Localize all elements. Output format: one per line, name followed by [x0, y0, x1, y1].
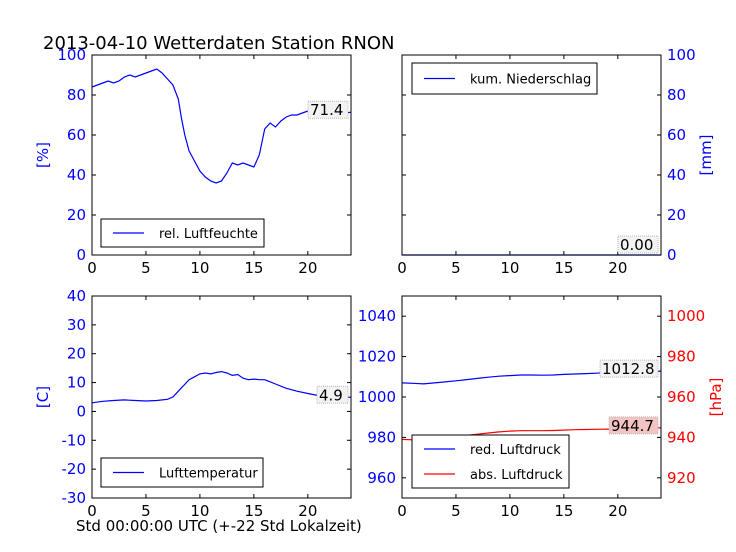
x-axis-label: Std 00:00:00 UTC (+-22 Std Lokalzeit) — [76, 517, 362, 535]
x-tick-label: 0 — [397, 502, 407, 520]
x-tick-label: 15 — [554, 259, 573, 277]
y-tick-label: 20 — [67, 345, 86, 363]
y-tick-label-right: 920 — [667, 469, 696, 487]
last-value-label: 0.00 — [620, 236, 653, 254]
panel-temperature: 0 5 10 15 20 -30 -20 -10 0 10 20 30 40 [C] 4.9 Lufttemp… — [34, 287, 352, 520]
x-tick-label: 10 — [500, 259, 519, 277]
y-tick-label: 60 — [667, 126, 686, 144]
y-tick-label: -10 — [62, 431, 87, 449]
x-tick-label: 10 — [500, 502, 519, 520]
plot-frame-precipitation — [401, 54, 662, 256]
x-tick-label: 10 — [190, 259, 209, 277]
y-tick-label: 1000 — [358, 388, 396, 406]
y-tick-label: 100 — [57, 46, 86, 64]
legend-box — [411, 434, 570, 489]
series-line-humidity-0 — [91, 68, 352, 184]
y-tick-label: 60 — [67, 126, 86, 144]
y-axis-label: [%] — [34, 142, 52, 168]
plot-frame-humidity — [91, 54, 352, 256]
x-tick-label: 15 — [244, 259, 263, 277]
y-tick-label: -30 — [62, 489, 87, 507]
y-tick-label: 980 — [367, 428, 396, 446]
x-tick-label: 5 — [451, 259, 461, 277]
y-tick-label: 40 — [67, 287, 86, 305]
x-tick-label: 0 — [87, 259, 97, 277]
y-tick-label: 0 — [667, 246, 677, 264]
x-tick-label: 20 — [608, 259, 627, 277]
last-value-box — [617, 235, 659, 254]
x-tick-label: 5 — [141, 502, 151, 520]
y-tick-label-right: 940 — [667, 428, 696, 446]
last-value-box — [599, 359, 659, 378]
x-tick-label: 15 — [554, 502, 573, 520]
y-tick-label: 1040 — [358, 307, 396, 325]
last-value-box — [316, 385, 349, 404]
y-axis-label: [mm] — [697, 135, 715, 176]
y-tick-label: 10 — [67, 374, 86, 392]
y-tick-label-right: 980 — [667, 348, 696, 366]
y-tick-label: 960 — [367, 469, 396, 487]
x-tick-label: 20 — [608, 502, 627, 520]
y-tick-label: 1020 — [358, 348, 396, 366]
last-value-label: 71.4 — [310, 101, 343, 119]
legend-label: Lufttemperatur — [159, 467, 258, 482]
legend-label: kum. Niederschlag — [470, 73, 591, 88]
legend-label: abs. Luftdruck — [470, 468, 563, 483]
panel-precipitation: 0 5 10 15 20 0 20 40 60 80 100 [mm] 0.00 kum. Nieders… — [397, 46, 715, 277]
y-axis-label: [C] — [34, 386, 52, 408]
last-value-box — [307, 100, 349, 119]
x-tick-label: 0 — [397, 259, 407, 277]
x-tick-label: 0 — [87, 502, 97, 520]
x-tick-label: 20 — [298, 259, 317, 277]
y-axis-label-right: [hPa] — [707, 378, 725, 417]
figure-title: 2013-04-10 Wetterdaten Station RNON — [43, 33, 394, 54]
last-value-label: 4.9 — [319, 386, 343, 404]
panel-humidity: 0 5 10 15 20 0 20 40 60 80 100 [%] 71.4 rel. Luftfeuc… — [34, 46, 352, 277]
y-tick-label: 0 — [76, 402, 86, 420]
y-tick-label: 40 — [67, 166, 86, 184]
y-tick-label: 20 — [67, 206, 86, 224]
x-tick-label: 15 — [244, 502, 263, 520]
panel-pressure: 0 5 10 15 20 960 980 1000 1020 1040 920 940 960 980 10… — [358, 295, 725, 520]
y-tick-label: 0 — [76, 246, 86, 264]
last-value-label: 944.7 — [611, 417, 654, 435]
series-line-temperature-0 — [91, 370, 352, 404]
y-tick-label: 20 — [667, 206, 686, 224]
y-tick-label: 80 — [667, 86, 686, 104]
x-tick-label: 5 — [141, 259, 151, 277]
y-tick-label: 30 — [67, 316, 86, 334]
y-tick-label: -20 — [62, 460, 87, 478]
x-tick-label: 10 — [190, 502, 209, 520]
y-tick-label: 100 — [667, 46, 696, 64]
y-tick-label: 40 — [667, 166, 686, 184]
legend-label: red. Luftdruck — [470, 443, 561, 458]
x-tick-label: 20 — [298, 502, 317, 520]
last-value-box — [608, 416, 659, 435]
x-tick-label: 5 — [451, 502, 461, 520]
y-tick-label-right: 960 — [667, 388, 696, 406]
last-value-label: 1012.8 — [602, 360, 655, 378]
y-tick-label-right: 1000 — [667, 307, 705, 325]
y-tick-label: 80 — [67, 86, 86, 104]
plot-frame-temperature — [91, 295, 352, 499]
legend-label: rel. Luftfeuchte — [159, 227, 258, 242]
